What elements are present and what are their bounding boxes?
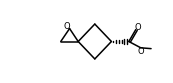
Text: O: O xyxy=(63,22,70,31)
Text: O: O xyxy=(138,47,144,56)
Text: O: O xyxy=(134,23,141,32)
